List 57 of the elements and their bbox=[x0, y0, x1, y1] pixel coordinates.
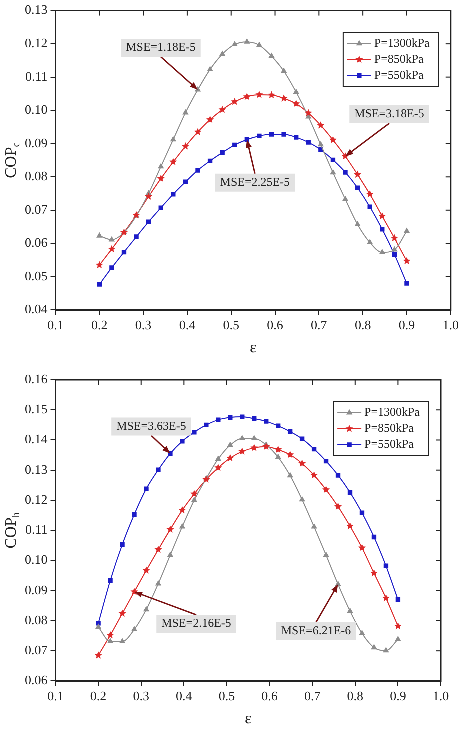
y-tick-label: 0.09 bbox=[25, 582, 48, 598]
x-axis-title: ε bbox=[245, 710, 252, 728]
x-tick-label: 0.6 bbox=[262, 688, 278, 704]
x-tick-label: 0.7 bbox=[311, 317, 328, 332]
y-tick-label: 0.12 bbox=[25, 35, 48, 50]
x-tick-label: 0.8 bbox=[347, 688, 364, 704]
legend-label: P=850kPa bbox=[374, 52, 425, 66]
y-tick-label: 0.07 bbox=[25, 202, 48, 217]
y-tick-label: 0.13 bbox=[25, 2, 48, 18]
y-tick-label: 0.09 bbox=[25, 135, 48, 150]
y-tick-label: 0.12 bbox=[25, 492, 48, 507]
y-tick-label: 0.11 bbox=[25, 68, 48, 84]
y-tick-label: 0.15 bbox=[25, 402, 48, 417]
x-tick-label: 0.5 bbox=[218, 688, 236, 704]
y-axis-title: COPh bbox=[3, 512, 23, 549]
y-tick-label: 0.13 bbox=[25, 462, 48, 477]
y-tick-label: 0.08 bbox=[25, 612, 48, 628]
legend-label: P=850kPa bbox=[364, 421, 415, 436]
x-tick-label: 0.3 bbox=[135, 317, 152, 332]
x-tick-label: 0.1 bbox=[48, 688, 64, 704]
legend-label: P=550kPa bbox=[374, 68, 425, 82]
x-tick-label: 1.0 bbox=[442, 317, 459, 332]
x-tick-label: 1.0 bbox=[432, 688, 450, 704]
x-tick-label: 0.7 bbox=[304, 688, 322, 704]
legend-label: P=1300kPa bbox=[364, 405, 421, 420]
y-tick-label: 0.06 bbox=[25, 672, 48, 688]
y-tick-label: 0.11 bbox=[25, 522, 48, 538]
x-tick-label: 0.1 bbox=[48, 317, 64, 332]
y-tick-label: 0.04 bbox=[25, 302, 48, 317]
legend-label: P=1300kPa bbox=[374, 36, 431, 50]
x-tick-label: 0.9 bbox=[390, 688, 406, 704]
annotation: MSE=2.16E-5 bbox=[162, 616, 232, 630]
x-tick-label: 0.2 bbox=[90, 688, 107, 704]
y-tick-label: 0.10 bbox=[25, 552, 48, 568]
y-tick-label: 0.14 bbox=[25, 432, 48, 447]
y-axis-title: COPc bbox=[3, 142, 23, 178]
x-tick-label: 0.2 bbox=[92, 317, 108, 332]
annotation: MSE=1.18E-5 bbox=[126, 40, 196, 54]
x-axis-title: ε bbox=[250, 340, 257, 357]
x-tick-label: 0.4 bbox=[179, 317, 196, 332]
x-tick-label: 0.9 bbox=[398, 317, 416, 332]
y-tick-label: 0.07 bbox=[25, 642, 48, 658]
annotation: MSE=6.21E-6 bbox=[281, 624, 352, 638]
y-tick-label: 0.16 bbox=[25, 371, 48, 386]
y-tick-label: 0.10 bbox=[25, 102, 48, 118]
y-tick-label: 0.05 bbox=[25, 268, 48, 284]
legend-label: P=550kPa bbox=[364, 437, 415, 452]
annotation: MSE=3.63E-5 bbox=[116, 418, 186, 433]
y-tick-label: 0.08 bbox=[25, 168, 48, 184]
x-tick-label: 0.4 bbox=[176, 688, 193, 704]
x-tick-label: 0.6 bbox=[267, 317, 284, 332]
x-tick-label: 0.8 bbox=[354, 317, 372, 332]
x-tick-label: 0.3 bbox=[133, 688, 150, 704]
annotation: MSE=3.18E-5 bbox=[354, 106, 424, 121]
y-tick-label: 0.06 bbox=[25, 235, 48, 250]
annotation: MSE=2.25E-5 bbox=[220, 175, 290, 190]
x-tick-label: 0.5 bbox=[223, 317, 240, 332]
